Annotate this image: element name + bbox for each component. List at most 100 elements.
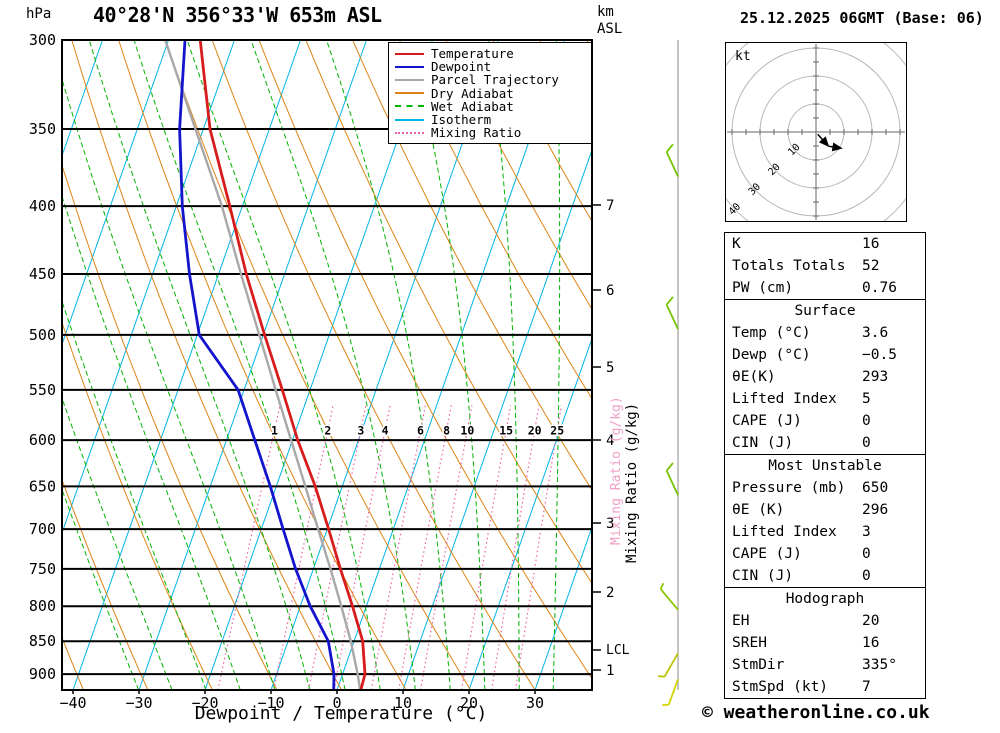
parcel-trajectory-curve xyxy=(164,40,362,690)
svg-text:900: 900 xyxy=(29,665,56,683)
svg-text:0: 0 xyxy=(332,694,341,712)
svg-text:4: 4 xyxy=(606,433,614,449)
stats-value: 650 xyxy=(862,480,889,496)
svg-text:850: 850 xyxy=(29,632,56,650)
svg-text:15: 15 xyxy=(499,423,513,437)
svg-text:600: 600 xyxy=(29,431,56,449)
legend-sample-isotherm xyxy=(395,118,424,121)
km-asl-axis: 7 6 5 4 3 2 1 LCL xyxy=(592,198,630,679)
svg-text:500: 500 xyxy=(29,326,56,344)
stats-label: PW (cm) xyxy=(732,280,794,296)
stats-label: SREH xyxy=(732,635,767,651)
sounding-curves xyxy=(164,40,367,690)
legend-sample-dry-adiabat xyxy=(395,92,424,95)
stats-row: θE(K) 293 xyxy=(725,366,925,388)
stats-value: 293 xyxy=(862,369,889,385)
stats-value: −0.5 xyxy=(862,347,897,363)
stats-row: SREH 16 xyxy=(725,632,925,654)
wind-barb xyxy=(665,462,679,496)
stats-value: 16 xyxy=(862,635,880,651)
altitude-axis-unit-asl: ASL xyxy=(597,21,623,37)
stats-value: 5 xyxy=(862,391,871,407)
stats-row: Lifted Index 3 xyxy=(725,521,925,543)
stats-value: 335° xyxy=(862,657,897,673)
legend-item: Dry Adiabat xyxy=(395,85,591,101)
stats-row: CAPE (J) 0 xyxy=(725,410,925,432)
legend-label: Wet Adiabat xyxy=(431,98,514,114)
stats-row: Pressure (mb) 650 xyxy=(725,477,925,499)
svg-text:550: 550 xyxy=(29,381,56,399)
svg-text:5: 5 xyxy=(606,360,614,376)
stats-label: CIN (J) xyxy=(732,568,794,584)
station-title: 40°28'N 356°33'W 653m ASL xyxy=(93,3,382,27)
svg-text:700: 700 xyxy=(29,520,56,538)
plot-frame xyxy=(61,39,593,691)
stats-section-header: Surface xyxy=(794,303,856,319)
mixing-ratio-axis-label-watermark: Mixing Ratio (g/kg) xyxy=(609,396,624,545)
legend: Temperature Dewpoint Parcel Trajectory Dry … xyxy=(388,42,592,145)
stats-label: θE(K) xyxy=(732,369,776,385)
svg-text:3: 3 xyxy=(606,516,614,532)
stats-value: 3 xyxy=(862,524,871,540)
wind-barb xyxy=(662,678,679,707)
stats-value: 20 xyxy=(862,613,880,629)
svg-text:6: 6 xyxy=(606,283,614,299)
stats-label: CIN (J) xyxy=(732,435,794,451)
mixing-ratio-labels: 1 2 3 4 6 8 10 15 20 25 xyxy=(269,422,565,439)
stats-value: 3.6 xyxy=(862,325,889,341)
svg-text:7: 7 xyxy=(606,198,614,214)
stats-row: CIN (J) 0 xyxy=(725,432,925,454)
svg-text:2: 2 xyxy=(324,423,331,437)
wet-adiabat-lines xyxy=(62,40,561,690)
legend-item: Parcel Trajectory xyxy=(395,72,591,88)
svg-text:3: 3 xyxy=(357,423,364,437)
stats-label: Dewp (°C) xyxy=(732,347,811,363)
stats-label: θE (K) xyxy=(732,502,785,518)
svg-text:−20: −20 xyxy=(191,694,218,712)
svg-text:20: 20 xyxy=(528,423,542,437)
wind-barbs xyxy=(657,143,679,707)
copyright: © weatheronline.co.uk xyxy=(702,702,930,723)
wind-barb xyxy=(665,296,679,330)
stats-section: Most Unstable Pressure (mb) 650 θE (K) 296 Li… xyxy=(724,454,926,588)
stats-section: Hodograph EH 20 SREH 16 StmDir 335° StmSpd (kt)… xyxy=(724,587,926,699)
altitude-axis-unit-km: km xyxy=(597,4,614,20)
svg-text:10: 10 xyxy=(394,694,412,712)
legend-label: Dry Adiabat xyxy=(431,85,514,101)
stats-value: 0 xyxy=(862,435,871,451)
temperature-curve xyxy=(198,40,367,690)
legend-sample-dewpoint xyxy=(395,65,424,68)
svg-text:30: 30 xyxy=(526,694,544,712)
wind-barb xyxy=(665,143,679,177)
svg-text:1: 1 xyxy=(271,423,278,437)
stats-value: 296 xyxy=(862,502,889,518)
stats-label: Totals Totals xyxy=(732,258,846,274)
stats-label: EH xyxy=(732,613,750,629)
stats-value: 0.76 xyxy=(862,280,897,296)
stats-label: Pressure (mb) xyxy=(732,480,846,496)
pressure-tick-labels: 300 350 400 450 500 550 600 650 700 750 800 850 900 xyxy=(29,31,56,683)
pressure-axis-unit: hPa xyxy=(26,6,52,22)
stats-row: CAPE (J) 0 xyxy=(725,543,925,565)
hodograph-unit-label: kt xyxy=(735,49,751,64)
stats-value: 0 xyxy=(862,546,871,562)
stats-value: 0 xyxy=(862,568,871,584)
legend-label: Isotherm xyxy=(431,112,492,128)
stats-row: StmDir 335° xyxy=(725,654,925,676)
legend-sample-mixing-ratio xyxy=(395,131,424,134)
stats-row: K 16 xyxy=(725,233,925,255)
stats-label: Lifted Index xyxy=(732,524,837,540)
legend-sample-wet-adiabat xyxy=(395,105,424,108)
legend-item: Temperature xyxy=(395,46,591,61)
legend-sample-temperature xyxy=(395,52,424,55)
stats-row: Temp (°C) 3.6 xyxy=(725,322,925,344)
svg-text:650: 650 xyxy=(29,477,56,495)
dewpoint-curve xyxy=(178,40,336,690)
svg-text:450: 450 xyxy=(29,265,56,283)
svg-text:2: 2 xyxy=(606,585,614,601)
legend-label: Parcel Trajectory xyxy=(431,72,559,88)
lcl-label: LCL xyxy=(606,643,630,658)
svg-text:350: 350 xyxy=(29,120,56,138)
